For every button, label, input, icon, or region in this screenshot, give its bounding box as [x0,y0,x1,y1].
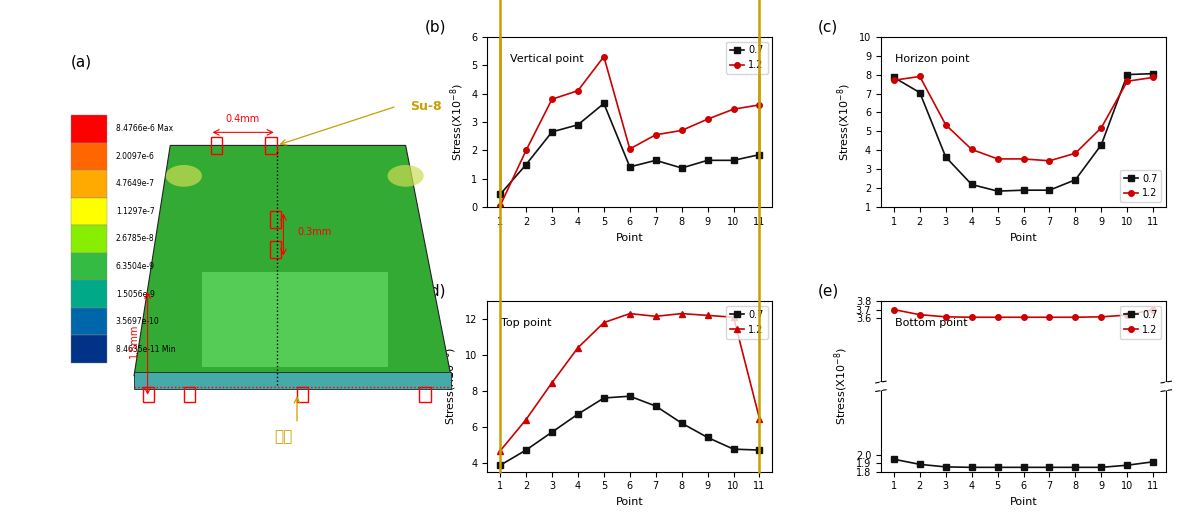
Text: 1.5mm: 1.5mm [128,324,139,358]
Text: Horizon point: Horizon point [895,54,969,64]
X-axis label: Point: Point [1010,497,1038,507]
Legend: 0.7, 1.2: 0.7, 1.2 [726,41,768,74]
Bar [270,241,282,258]
Text: 1.1297e-7: 1.1297e-7 [115,207,154,216]
Text: 8.4766e-6 Max: 8.4766e-6 Max [115,124,173,133]
Bar [71,225,107,253]
Bar [184,387,196,402]
Legend: 0.7, 1.2: 0.7, 1.2 [1120,306,1162,339]
Y-axis label: Stress(X10$^{-8}$): Stress(X10$^{-8}$) [833,347,851,425]
Bar [419,387,430,402]
X-axis label: Point: Point [616,497,643,507]
Text: (b): (b) [424,19,445,35]
Bar [211,137,223,154]
Text: 4.7649e-7: 4.7649e-7 [115,179,154,188]
Bar [71,280,107,308]
Bar [71,170,107,198]
Ellipse shape [166,165,201,187]
Bar [71,253,107,280]
Bar [71,115,107,143]
Bar [71,308,107,335]
Bar [71,198,107,225]
Y-axis label: Stress(X10$^{-8}$): Stress(X10$^{-8}$) [835,83,853,161]
Bar [71,143,107,170]
Text: 0.3mm: 0.3mm [297,227,331,237]
Text: Vertical point: Vertical point [510,54,584,64]
Bar [265,137,277,154]
Text: (d): (d) [424,284,445,299]
Bar [270,211,282,228]
Text: 8.4635e-11 Min: 8.4635e-11 Min [115,345,176,354]
Text: 2.0097e-6: 2.0097e-6 [115,152,154,161]
Text: Su-8: Su-8 [410,100,442,113]
Text: Top point: Top point [502,318,552,328]
Text: Bottom point: Bottom point [895,318,968,328]
Text: 3.5697e-10: 3.5697e-10 [115,317,160,326]
Bar [71,335,107,363]
Y-axis label: Stress(X10$^{-8}$): Stress(X10$^{-8}$) [448,83,465,161]
Text: (e): (e) [818,284,840,299]
Text: (a): (a) [71,54,92,69]
X-axis label: Point: Point [616,233,643,243]
Text: 0.4mm: 0.4mm [225,114,260,124]
Legend: 0.7, 1.2: 0.7, 1.2 [726,306,768,339]
Text: 2.6785e-8: 2.6785e-8 [115,234,154,244]
Polygon shape [201,271,388,367]
Text: 6.3504e-9: 6.3504e-9 [115,262,154,271]
Y-axis label: Stress(X10$^{-6}$): Stress(X10$^{-6}$) [442,347,459,425]
Text: (c): (c) [818,19,839,35]
Legend: 0.7, 1.2: 0.7, 1.2 [1120,170,1162,202]
Bar [297,387,309,402]
Polygon shape [134,145,451,376]
Polygon shape [134,372,451,389]
Bar [143,387,154,402]
X-axis label: Point: Point [1010,233,1038,243]
Text: 기판: 기판 [274,429,292,444]
Ellipse shape [388,165,424,187]
Text: 1.5056e-9: 1.5056e-9 [115,289,154,299]
